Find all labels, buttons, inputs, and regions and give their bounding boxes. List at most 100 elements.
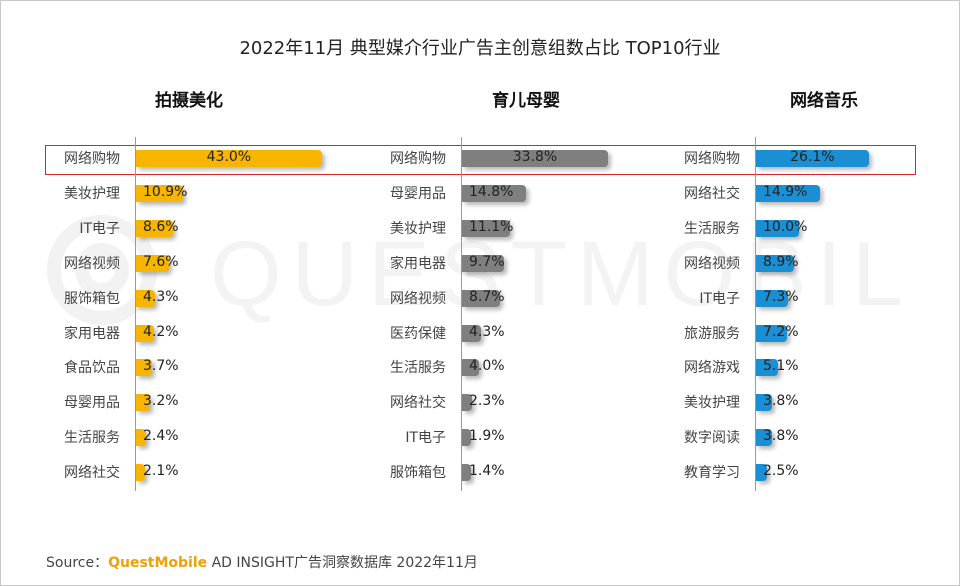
category-label: IT电子 [699, 290, 740, 307]
value-label: 7.6% [143, 253, 179, 270]
panel-title-2: 育儿母婴 [492, 91, 560, 111]
bar [756, 394, 773, 412]
category-label: 服饰箱包 [390, 465, 446, 482]
bar [756, 464, 767, 482]
watermark: QUESTMOBILE [47, 215, 920, 325]
bar [136, 429, 147, 447]
bar [136, 324, 155, 342]
category-label: 教育学习 [684, 465, 740, 482]
bar [136, 394, 150, 412]
chart-title: 2022年11月 典型媒介行业广告主创意组数占比 TOP10行业 [239, 38, 721, 59]
value-label: 14.9% [763, 183, 808, 200]
value-label: 3.7% [143, 358, 179, 375]
category-label: 美妆护理 [64, 185, 120, 202]
panel-axis-2 [461, 137, 462, 491]
category-label: 网络社交 [390, 395, 446, 412]
value-label: 43.0% [206, 149, 252, 165]
bar [462, 254, 504, 272]
source-prefix: Source： [46, 555, 109, 571]
panel-axis-1 [135, 137, 136, 491]
value-label: 3.8% [763, 393, 799, 410]
category-label: 网络购物 [64, 151, 120, 167]
value-label: 8.6% [143, 218, 179, 235]
category-label: 母婴用品 [390, 185, 446, 202]
category-label: 数字阅读 [684, 430, 740, 447]
bar [462, 219, 510, 237]
category-label: 网络视频 [684, 255, 740, 272]
value-label: 4.2% [143, 323, 179, 340]
category-label: 美妆护理 [390, 220, 446, 237]
bar [136, 254, 169, 272]
category-label: 网络视频 [390, 290, 446, 307]
panel-title-3: 网络音乐 [790, 91, 858, 111]
category-label: 网络社交 [64, 465, 120, 482]
bar [136, 464, 146, 482]
value-label: 7.3% [763, 288, 799, 305]
bar [136, 219, 174, 237]
bar [756, 289, 788, 307]
bar [756, 184, 821, 202]
value-label: 7.2% [763, 323, 799, 340]
bar [462, 150, 609, 167]
category-label: IT电子 [405, 430, 446, 447]
bar [462, 464, 471, 482]
value-label: 11.1% [469, 218, 514, 235]
value-label: 2.4% [143, 428, 179, 445]
value-label: 5.1% [763, 358, 799, 375]
value-label: 33.8% [512, 149, 558, 165]
top-row-highlight [45, 145, 916, 175]
category-label: 生活服务 [390, 360, 446, 377]
bar [756, 150, 869, 167]
bar [756, 254, 795, 272]
source-brand: QuestMobile [108, 555, 208, 571]
value-label: 4.3% [469, 323, 505, 340]
category-label: 网络视频 [64, 255, 120, 272]
bar [136, 150, 322, 167]
bar [756, 324, 788, 342]
value-label: 10.9% [143, 183, 188, 200]
value-label: 14.8% [469, 183, 514, 200]
bar [462, 359, 480, 377]
bar [462, 184, 526, 202]
category-label: 旅游服务 [684, 325, 740, 342]
bar [136, 359, 152, 377]
bar [136, 289, 155, 307]
category-label: 网络社交 [684, 185, 740, 202]
bar [756, 359, 779, 377]
bar [756, 219, 800, 237]
value-label: 3.2% [143, 393, 179, 410]
bar [462, 394, 472, 412]
value-label: 8.7% [469, 288, 505, 305]
value-label: 1.4% [469, 463, 505, 480]
category-label: 家用电器 [64, 325, 120, 342]
category-label: 食品饮品 [64, 360, 120, 377]
source-rest: AD INSIGHT广告洞察数据库 2022年11月 [207, 555, 478, 571]
category-label: 服饰箱包 [64, 290, 120, 307]
bar [462, 429, 471, 447]
bar [462, 289, 500, 307]
panel-axis-3 [755, 137, 756, 491]
value-label: 1.9% [469, 428, 505, 445]
bar [136, 184, 184, 202]
value-label: 10.0% [763, 218, 808, 235]
source-note: Source：QuestMobile AD INSIGHT广告洞察数据库 202… [46, 552, 478, 572]
category-label: 母婴用品 [64, 395, 120, 412]
value-label: 2.1% [143, 463, 179, 480]
value-label: 4.3% [143, 288, 179, 305]
value-label: 4.0% [469, 358, 505, 375]
category-label: 生活服务 [64, 430, 120, 447]
category-label: IT电子 [79, 220, 120, 237]
watermark-text: QUESTMOBILE [210, 223, 920, 325]
value-label: 2.3% [469, 393, 505, 410]
category-label: 美妆护理 [684, 395, 740, 412]
bar [462, 324, 481, 342]
category-label: 医药保健 [390, 325, 446, 342]
value-label: 9.7% [469, 253, 505, 270]
category-label: 家用电器 [390, 255, 446, 272]
value-label: 8.9% [763, 253, 799, 270]
category-label: 网络购物 [390, 151, 446, 167]
category-label: 网络购物 [684, 151, 740, 167]
value-label: 3.8% [763, 428, 799, 445]
panel-title-1: 拍摄美化 [155, 91, 223, 111]
bar [756, 429, 773, 447]
